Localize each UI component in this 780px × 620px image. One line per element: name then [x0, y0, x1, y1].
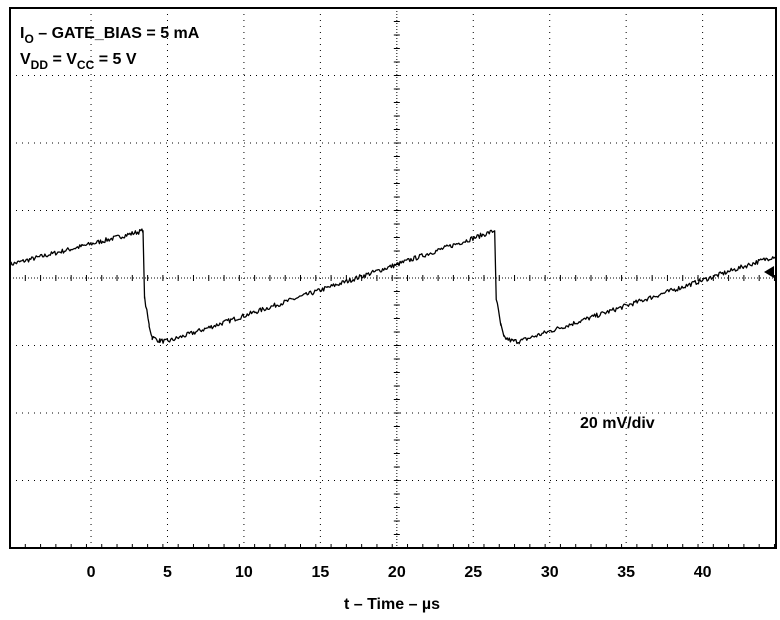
x-tick-label: 5 — [163, 564, 172, 581]
x-ticks — [9, 544, 775, 548]
trigger-marker — [764, 266, 774, 278]
x-tick-label: 0 — [87, 564, 96, 581]
x-tick-label: 40 — [694, 564, 712, 581]
annotation-voltage: VDD = VCC = 5 V — [20, 51, 137, 72]
x-tick-labels: 0 5 10 15 20 25 30 35 40 — [87, 564, 712, 581]
scale-label: 20 mV/div — [580, 415, 655, 432]
x-tick-label: 25 — [464, 564, 482, 581]
x-axis-label: t – Time – µs — [344, 596, 440, 613]
x-tick-label: 35 — [617, 564, 635, 581]
x-tick-label: 30 — [541, 564, 559, 581]
x-tick-label: 20 — [388, 564, 406, 581]
x-tick-label: 15 — [311, 564, 329, 581]
trace-line — [9, 228, 777, 345]
annotation-current: IO – GATE_BIAS = 5 mA — [20, 25, 200, 46]
x-tick-label: 10 — [235, 564, 253, 581]
plot-frame — [9, 7, 777, 549]
grid — [9, 8, 776, 549]
